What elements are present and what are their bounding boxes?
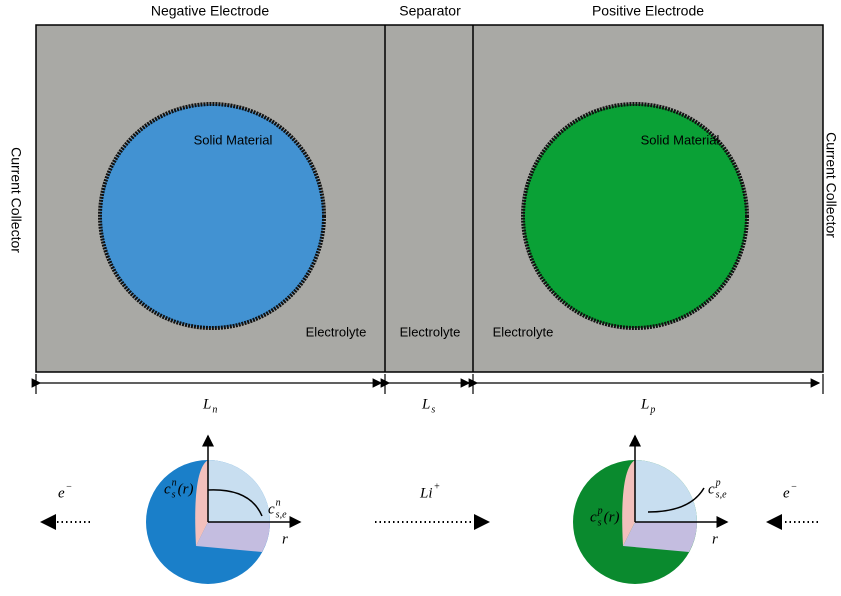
math-arg: (r) [178,481,194,497]
collector-label: Current Collector [823,132,839,238]
electrolyte-label: Electrolyte [493,324,554,339]
math-sup: − [791,481,798,492]
math-sup: p [715,477,721,488]
dimensions [36,374,823,394]
math-base: c [268,501,275,517]
math-sub: s,e [716,489,727,500]
math-sub: s [172,489,176,500]
math-sup: + [434,481,441,492]
math-base: L [202,396,211,412]
particle-label: Solid Material [194,132,273,147]
math-sub: s,e [276,509,287,520]
diagram: Negative Electrode Separator Positive El… [0,0,841,596]
math-sub: s [598,517,602,528]
axis-label: r [712,531,718,547]
math-sup: − [66,481,73,492]
math-sup: n [276,497,281,508]
header: Negative Electrode [151,3,270,19]
math-sup: n [172,477,177,488]
math-base: c [708,481,715,497]
cell [36,25,823,372]
math-sub: p [649,404,655,415]
math-base: c [590,509,597,525]
math-sub: n [212,404,217,415]
electrolyte-label: Electrolyte [400,324,461,339]
header: Separator [399,3,461,19]
math-base: Li [419,485,433,501]
math-base: L [640,396,649,412]
header: Positive Electrode [592,3,704,19]
math-arg: (r) [604,509,620,525]
math-sup: p [597,505,603,516]
electrolyte-label: Electrolyte [306,324,367,339]
collector-label: Current Collector [8,147,24,253]
math-sub: s [431,404,435,415]
particle-label: Solid Material [641,132,720,147]
math-base: e [58,485,65,501]
math-base: L [421,396,430,412]
math-base: c [164,481,171,497]
axis-label: r [282,531,288,547]
math-base: e [783,485,790,501]
